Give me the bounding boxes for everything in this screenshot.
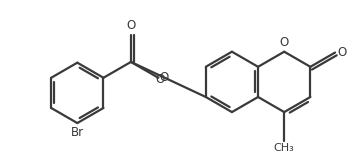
Text: O: O: [337, 46, 346, 59]
Text: O: O: [280, 36, 289, 49]
Text: Br: Br: [71, 126, 84, 139]
Text: O: O: [159, 71, 169, 84]
Text: O: O: [126, 19, 136, 32]
Text: O: O: [156, 73, 165, 86]
Text: CH₃: CH₃: [274, 143, 295, 153]
